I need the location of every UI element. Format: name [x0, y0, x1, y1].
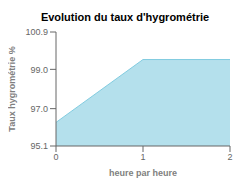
svg-text:2: 2 [227, 152, 232, 162]
html-text:Evolution du taux d'hygrométri: Evolution du taux d'hygrométrie [40, 11, 210, 23]
svg-text:Taux hygrométrie %: Taux hygrométrie % [8, 46, 17, 131]
svg-text:1: 1 [140, 152, 145, 162]
svg-text:heure par heure: heure par heure [109, 168, 177, 178]
svg-text:99.0: 99.0 [30, 65, 48, 75]
svg-text:97.0: 97.0 [30, 104, 48, 114]
svg-text:100.9: 100.9 [25, 27, 48, 37]
svg-text:95.1: 95.1 [30, 141, 48, 151]
svg-text:0: 0 [53, 152, 58, 162]
